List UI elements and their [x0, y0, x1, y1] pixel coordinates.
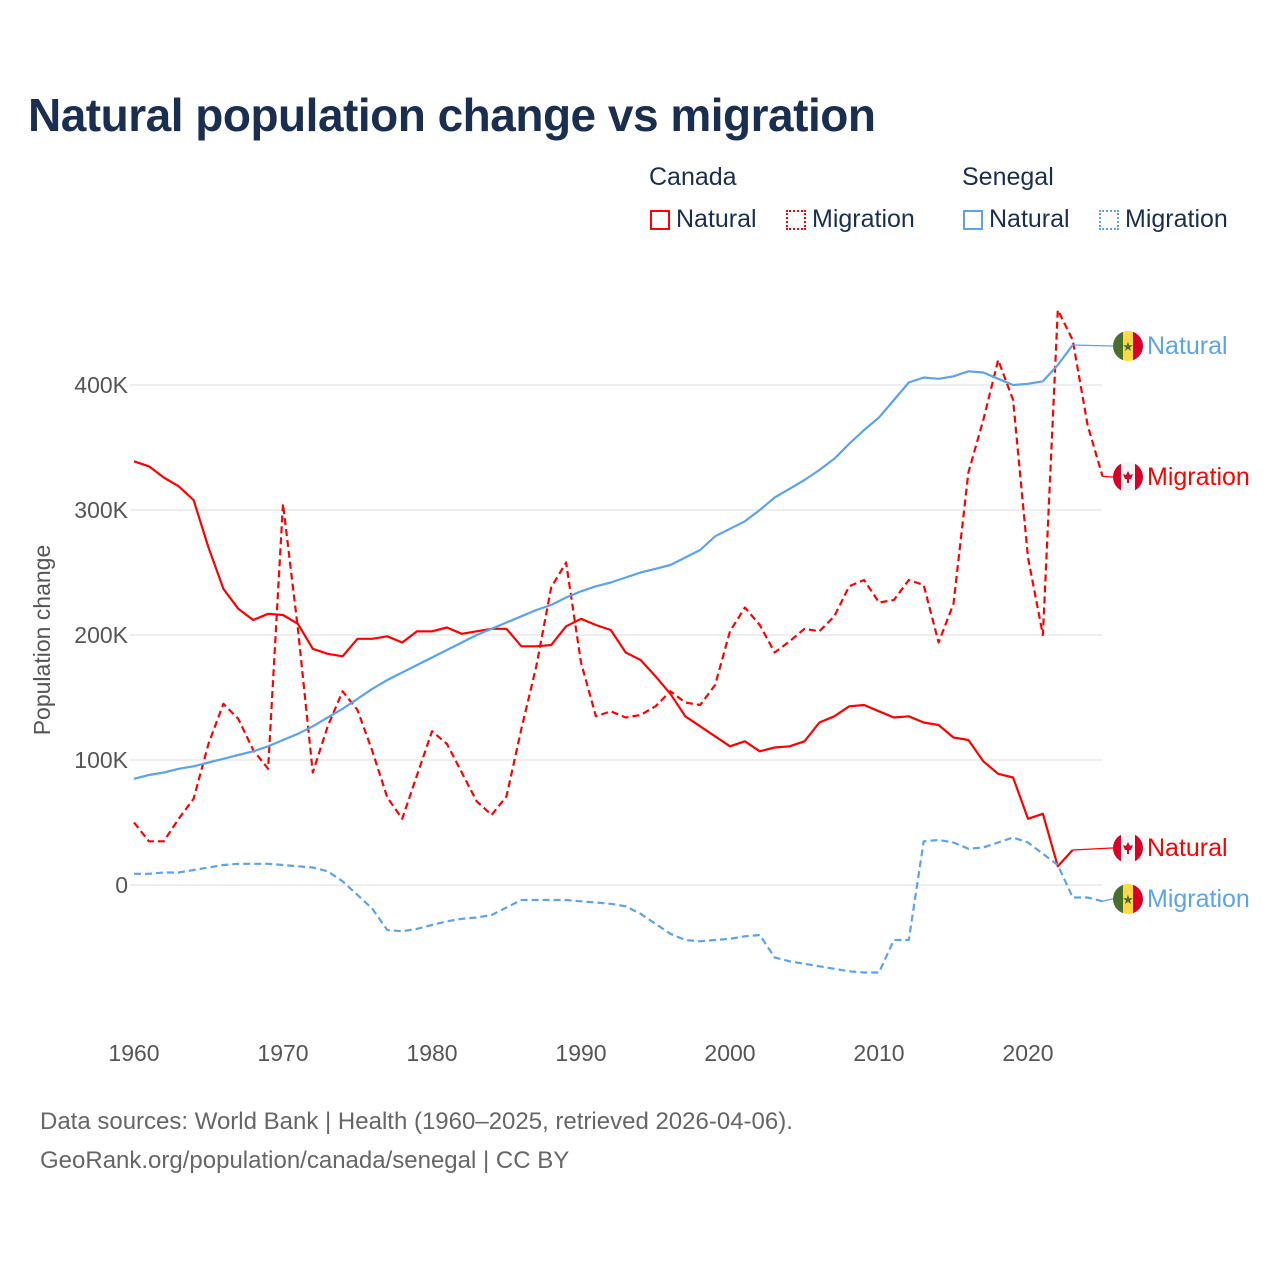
- series-end-label: Natural: [1147, 332, 1228, 360]
- footer-link[interactable]: GeoRank.org/population/canada/senegal | …: [40, 1147, 570, 1174]
- x-tick-label: 1980: [406, 1040, 457, 1066]
- canada-flag-icon: [1113, 833, 1143, 863]
- legend-swatch-dotted: [1099, 209, 1119, 230]
- series-line-canada-migration[interactable]: [133, 308, 1104, 843]
- senegal-flag-icon: ★: [1113, 331, 1143, 361]
- series-end-label: Migration: [1147, 463, 1250, 491]
- y-tick-label: 200K: [74, 622, 128, 648]
- label-connector: [1072, 344, 1114, 347]
- label-connector: [1102, 475, 1114, 478]
- y-tick-label: 400K: [74, 372, 128, 398]
- legend-senegal-natural[interactable]: Natural: [963, 205, 1070, 234]
- legend-canada-natural[interactable]: Natural: [650, 205, 757, 234]
- series-end-label: Natural: [1147, 834, 1228, 862]
- legend-swatch-dotted: [786, 209, 806, 230]
- series-line-senegal-migration[interactable]: [134, 836, 1103, 974]
- x-tick-label: 1960: [108, 1040, 159, 1066]
- y-axis-label: Population change: [29, 545, 55, 736]
- legend-canada-migration[interactable]: Migration: [786, 205, 915, 234]
- senegal-flag-icon: ★: [1113, 884, 1143, 914]
- legend-swatch-solid: [650, 209, 670, 230]
- legend-senegal-migration[interactable]: Migration: [1099, 205, 1228, 234]
- series-line-canada-natural[interactable]: [133, 460, 1074, 868]
- x-tick-label: 2000: [704, 1040, 755, 1066]
- x-tick-label: 1990: [555, 1040, 606, 1066]
- x-tick-label: 2010: [853, 1040, 904, 1066]
- legend-label: Natural: [989, 205, 1070, 233]
- legend-group-canada: Canada: [649, 163, 737, 191]
- y-tick-label: 100K: [74, 747, 128, 773]
- legend-group-senegal: Senegal: [962, 163, 1054, 191]
- y-tick-label: 0: [115, 872, 128, 898]
- x-tick-label: 1970: [257, 1040, 308, 1066]
- label-connector: [1072, 847, 1114, 851]
- legend-label: Natural: [676, 205, 757, 233]
- series-end-label: Migration: [1147, 885, 1250, 913]
- chart-title: Natural population change vs migration: [28, 89, 876, 141]
- svg-text:★: ★: [1122, 892, 1134, 907]
- x-tick-label: 2020: [1002, 1040, 1053, 1066]
- legend-label: Migration: [812, 205, 915, 233]
- svg-text:★: ★: [1122, 339, 1134, 354]
- y-tick-label: 300K: [74, 497, 128, 523]
- footer-sources: Data sources: World Bank | Health (1960–…: [40, 1108, 793, 1135]
- series-line-senegal-natural[interactable]: [133, 344, 1074, 780]
- legend-label: Migration: [1125, 205, 1228, 233]
- canada-flag-icon: [1113, 462, 1143, 492]
- label-connector: [1102, 898, 1114, 902]
- legend-swatch-solid: [963, 209, 983, 230]
